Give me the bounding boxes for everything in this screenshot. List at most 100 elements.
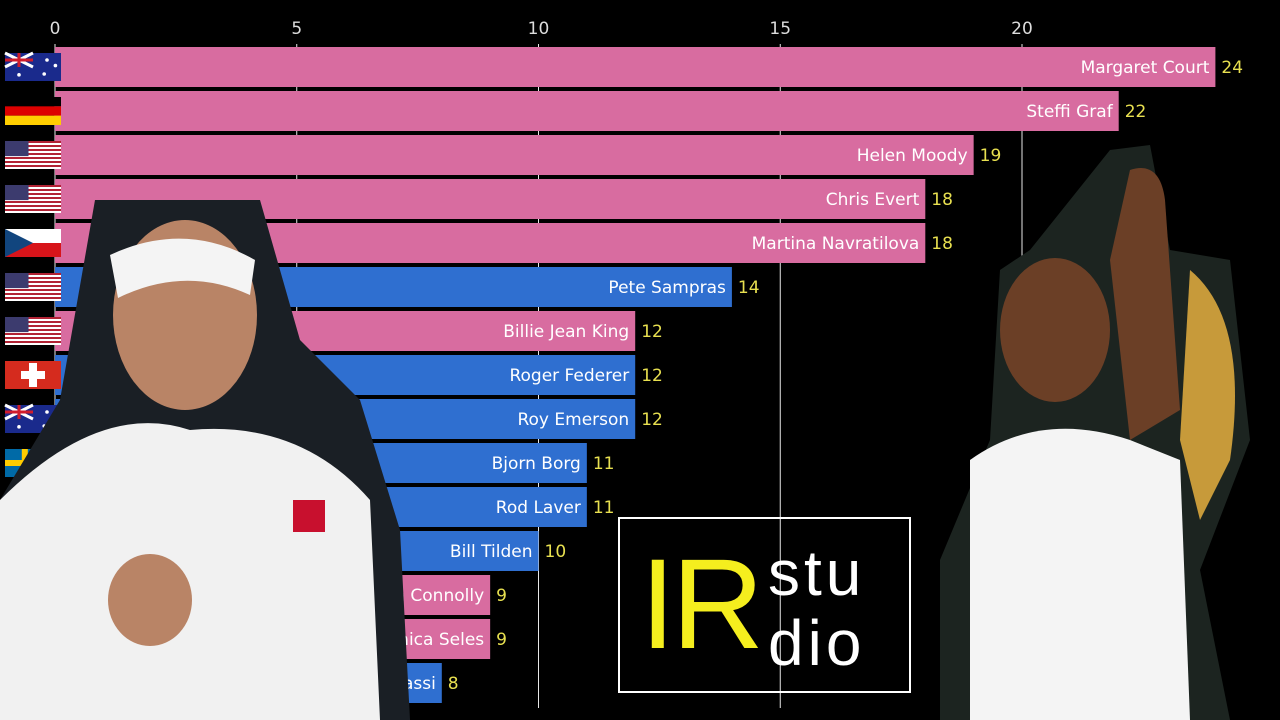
bar-row: Steffi Graf 22 [55, 91, 1146, 131]
flag-stripe [5, 153, 61, 155]
value-label: 9 [496, 630, 507, 650]
flag-czech-icon [5, 229, 61, 257]
flag-stripe [5, 327, 61, 329]
flag-stripe [5, 321, 61, 323]
flag-stripe [5, 155, 61, 157]
value-label: 12 [641, 322, 663, 342]
value-label: 9 [496, 586, 507, 606]
bar-label: Roger Federer [509, 366, 629, 386]
flag-stripe [5, 97, 61, 107]
flag-stripe [5, 323, 61, 325]
male-player-photo [0, 200, 410, 720]
flag-stripe [5, 275, 61, 277]
bar-label: Helen Moody [857, 146, 968, 166]
flag-star [53, 63, 58, 68]
value-label: 24 [1221, 58, 1243, 78]
flag-stripe [5, 143, 61, 145]
bar-label: Pete Sampras [608, 278, 726, 298]
female-player-photo [940, 145, 1250, 720]
value-label: 19 [980, 146, 1002, 166]
flag-star [45, 58, 49, 62]
flag-stripe [5, 341, 61, 343]
flag-germany-icon [5, 97, 61, 125]
flag-stripe [5, 331, 61, 333]
flag-stripe [21, 371, 45, 379]
flag-stripe [5, 185, 61, 187]
value-label: 18 [931, 234, 953, 254]
flag-stripe [5, 293, 61, 295]
value-label: 11 [593, 454, 615, 474]
flag-stripe [5, 333, 61, 335]
value-label: 22 [1125, 102, 1147, 122]
flag-star [17, 425, 21, 429]
flag-star [42, 72, 46, 76]
flag-stripe [5, 157, 61, 159]
x-tick-label: 15 [769, 19, 791, 39]
x-tick-label: 0 [50, 19, 61, 39]
value-label: 18 [931, 190, 953, 210]
value-label: 10 [545, 542, 567, 562]
flag-switzerland-icon [5, 361, 61, 389]
bar-label: Bill Tilden [450, 542, 533, 562]
flag-stripe [5, 195, 61, 197]
logo-big-text: IR [640, 533, 764, 676]
bar-row: Helen Moody 19 [55, 135, 1001, 175]
flag-star [17, 73, 21, 77]
flag-stripe [5, 289, 61, 291]
bar-label: Billie Jean King [503, 322, 629, 342]
flag-stripe [5, 337, 61, 339]
flag-stripe [5, 159, 61, 161]
value-label: 12 [641, 366, 663, 386]
bar-label: Rod Laver [496, 498, 581, 518]
flag-stripe [5, 106, 61, 116]
flag-stripe [5, 285, 61, 287]
flag-usa-icon [5, 185, 61, 213]
bar-row: Margaret Court 24 [55, 47, 1243, 87]
bar-label: Martina Navratilova [752, 234, 920, 254]
flag-stripe [5, 203, 61, 205]
flag-stripe [5, 141, 29, 157]
flag-usa-icon [5, 141, 61, 169]
flag-stripe [5, 193, 61, 195]
flag-stripe [5, 165, 61, 167]
bar-label: Chris Evert [826, 190, 920, 210]
flag-stripe [5, 273, 29, 289]
flag-usa-icon [5, 273, 61, 301]
flag-stripe [5, 163, 61, 165]
bar [55, 47, 1216, 87]
flag-stripe [5, 295, 61, 297]
flag-stripe [5, 161, 61, 163]
flag-stripe [5, 141, 61, 143]
flag-stripe [5, 273, 61, 275]
flag-stripe [5, 317, 61, 319]
bar [55, 135, 974, 175]
flag-stripe [5, 329, 61, 331]
bar-label: Bjorn Borg [492, 454, 581, 474]
flag-stripe [5, 299, 61, 301]
flag-stripe [5, 207, 61, 209]
flag-stripe [5, 281, 61, 283]
value-label: 8 [448, 674, 459, 694]
value-label: 12 [641, 410, 663, 430]
flag-stripe [5, 277, 61, 279]
x-tick-label: 20 [1011, 19, 1033, 39]
flag-stripe [5, 187, 61, 189]
flag-stripe [5, 185, 29, 201]
flag-stripe [5, 197, 61, 199]
flag-stripe [5, 151, 61, 153]
flag-stripe [5, 317, 29, 333]
ir-studio-logo: IR stu dio [618, 517, 911, 693]
flag-stripe [5, 279, 61, 281]
flag-stripe [5, 189, 61, 191]
logo-line-1: stu [768, 537, 866, 609]
flag-stripe [5, 283, 61, 285]
flag-australia-icon [4, 51, 61, 81]
flag-stripe [5, 201, 61, 203]
flag-stripe [5, 149, 61, 151]
x-axis-ticks: 0 5 10 15 20 [50, 19, 1033, 39]
value-label: 14 [738, 278, 760, 298]
flag-stripe [5, 199, 61, 201]
flag-stripe [5, 319, 61, 321]
flag-stripe [5, 287, 61, 289]
x-tick-label: 5 [291, 19, 302, 39]
